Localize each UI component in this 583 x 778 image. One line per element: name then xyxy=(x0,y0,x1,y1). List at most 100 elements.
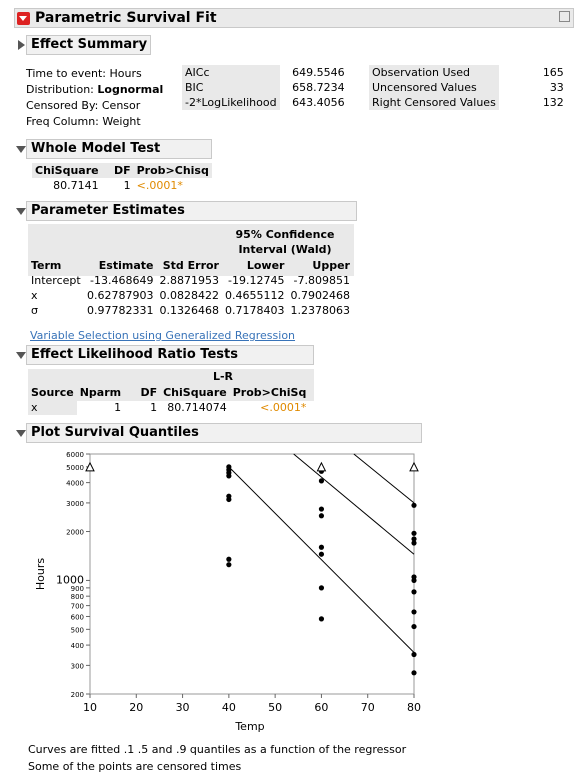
whole-model-title: Whole Model Test xyxy=(31,141,161,156)
data-point xyxy=(318,585,325,591)
data-point xyxy=(318,551,325,557)
estimate-cell: 0.97782331 xyxy=(87,304,154,317)
collapse-triangle-icon[interactable] xyxy=(16,352,26,359)
variable-selection-link[interactable]: Variable Selection using Generalized Reg… xyxy=(30,329,296,342)
whole-model-table: ChiSquare DF Prob>Chisq 80.7141 1 <.0001… xyxy=(32,163,212,193)
table-row: σ 0.97782331 0.1326468 0.7178403 1.23780… xyxy=(28,303,353,318)
red-triangle-menu-icon[interactable] xyxy=(17,12,30,25)
lr-tests-table: Source Nparm DF ChiSquare Prob>ChiSq x 1… xyxy=(28,385,309,415)
censored-marker xyxy=(85,461,95,472)
quantile-curve xyxy=(228,466,415,653)
col-header: Source xyxy=(31,386,74,399)
data-point xyxy=(411,536,417,542)
y-tick-label: 900 xyxy=(71,585,84,593)
distribution-line: Distribution: Lognormal xyxy=(26,82,163,98)
whole-model-header[interactable]: Whole Model Test xyxy=(26,139,212,159)
data-point xyxy=(318,544,325,550)
distribution-label: Distribution: xyxy=(26,83,98,96)
col-header: Upper xyxy=(312,259,350,272)
x-tick-label: 70 xyxy=(361,701,375,714)
y-tick-label: 200 xyxy=(71,691,84,699)
upper-cell: 1.2378063 xyxy=(290,304,350,317)
stderr-cell: 2.8871953 xyxy=(159,274,219,287)
table-row: x 0.62787903 0.0828422 0.4655112 0.79024… xyxy=(28,288,353,303)
time-to-event: Time to event: Hours xyxy=(26,67,142,80)
chisquare-cell: 80.714074 xyxy=(167,401,227,414)
fit-value: 643.4056 xyxy=(292,96,345,109)
x-tick-label: 30 xyxy=(176,701,190,714)
col-header: DF xyxy=(113,164,131,177)
fit-value: 658.7234 xyxy=(292,81,345,94)
censored-marker xyxy=(409,461,419,472)
censored-by: Censored By: Censor xyxy=(26,99,141,112)
source-cell: x xyxy=(28,400,77,415)
plot-caption-1: Curves are fitted .1 .5 and .9 quantiles… xyxy=(28,743,407,756)
fit-label: BIC xyxy=(182,80,280,95)
param-est-header[interactable]: Parameter Estimates xyxy=(26,201,357,221)
data-point xyxy=(226,493,232,499)
quantile-curve xyxy=(353,453,415,504)
collapse-triangle-icon[interactable] xyxy=(16,430,26,437)
data-point xyxy=(411,574,417,580)
col-header: Estimate xyxy=(98,259,154,272)
collapse-triangle-icon[interactable] xyxy=(16,208,26,215)
param-table-bg xyxy=(28,224,354,276)
data-point xyxy=(411,651,417,658)
estimate-cell: -13.468649 xyxy=(90,274,154,287)
lr-tests-header[interactable]: Effect Likelihood Ratio Tests xyxy=(26,345,314,365)
data-point xyxy=(318,616,325,622)
plot-frame xyxy=(89,453,415,695)
x-axis-label: Temp xyxy=(234,720,264,733)
upper-cell: 0.7902468 xyxy=(290,289,350,302)
survival-quantile-plot: 10 20 30 40 50 60 70 80 200 300 400 500 600 700 800900… xyxy=(34,451,421,733)
df-cell: 1 xyxy=(150,401,158,414)
prob-cell: <.0001* xyxy=(260,401,307,414)
obs-value: 33 xyxy=(549,81,564,94)
distribution-value: Lognormal xyxy=(97,83,164,96)
data-point xyxy=(411,623,417,630)
data-point xyxy=(318,506,325,512)
freq-column: Freq Column: Weight xyxy=(26,115,141,128)
plot-title: Plot Survival Quantiles xyxy=(31,425,199,440)
data-point xyxy=(411,530,417,536)
collapse-triangle-icon[interactable] xyxy=(16,146,26,153)
col-header: Prob>Chisq xyxy=(136,164,209,177)
upper-cell: -7.809851 xyxy=(293,274,350,287)
lr-table-bg xyxy=(28,369,314,401)
df-value: 1 xyxy=(123,179,131,192)
data-point xyxy=(411,589,417,595)
data-point xyxy=(226,562,232,568)
col-header: Term xyxy=(31,259,62,272)
report-header: Parametric Survival Fit xyxy=(14,8,574,28)
ci-header-2: Interval (Wald) xyxy=(238,243,332,256)
data-point xyxy=(411,609,417,615)
data-point xyxy=(226,464,232,470)
x-tick-label: 20 xyxy=(129,701,143,714)
collapse-triangle-icon[interactable] xyxy=(18,40,25,50)
lower-cell: -19.12745 xyxy=(228,274,285,287)
x-tick-label: 40 xyxy=(222,701,236,714)
data-point xyxy=(411,670,417,676)
lower-cell: 0.7178403 xyxy=(224,304,285,317)
term-cell: x xyxy=(31,289,38,302)
data-point xyxy=(411,502,417,508)
y-tick-label: 4000 xyxy=(66,480,84,488)
col-header: DF xyxy=(140,386,158,399)
ci-header: 95% Confidence Interval (Wald) xyxy=(220,227,350,257)
lr-top-label: L-R xyxy=(212,370,234,383)
y-tick-label: 3000 xyxy=(66,500,84,508)
obs-label: Right Censored Values xyxy=(369,95,499,110)
effect-summary-header[interactable]: Effect Summary xyxy=(26,35,151,55)
chisquare-value: 80.7141 xyxy=(53,179,99,192)
plot-header[interactable]: Plot Survival Quantiles xyxy=(26,423,422,443)
quantile-curve xyxy=(293,453,415,555)
table-row: Intercept -13.468649 2.8871953 -19.12745… xyxy=(28,273,353,288)
window-restore-icon[interactable] xyxy=(559,11,570,22)
term-cell: Intercept xyxy=(31,274,81,287)
ci-header-1: 95% Confidence xyxy=(235,228,335,241)
y-tick-label: 400 xyxy=(71,642,84,650)
data-point xyxy=(318,478,325,484)
col-header: Nparm xyxy=(79,386,122,399)
report-title: Parametric Survival Fit xyxy=(35,10,217,26)
y-tick-label: 800 xyxy=(71,593,84,601)
